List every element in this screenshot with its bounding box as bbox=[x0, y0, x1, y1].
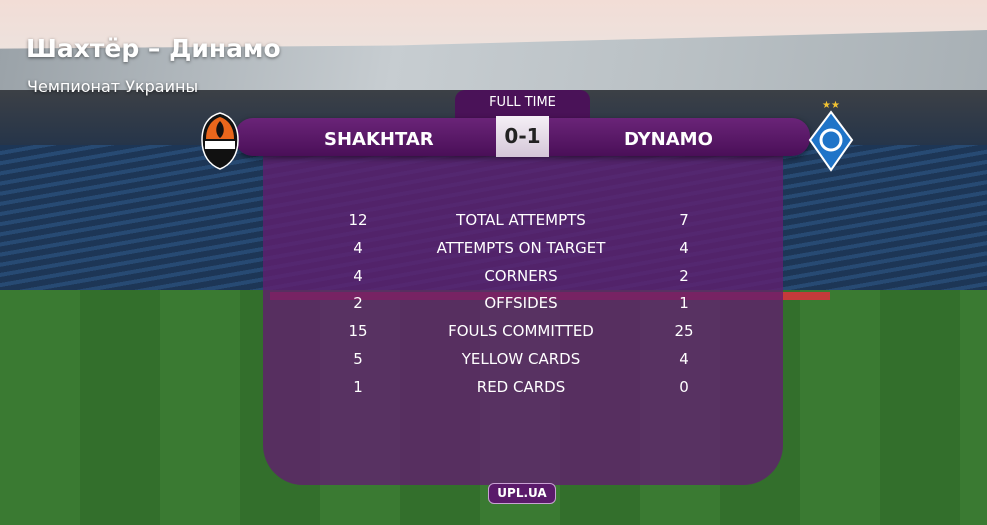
home-team-name: SHAKHTAR bbox=[324, 129, 434, 150]
home-value: 5 bbox=[353, 350, 363, 368]
stat-label: FOULS COMMITTED bbox=[448, 322, 594, 341]
stat-label: ATTEMPTS ON TARGET bbox=[436, 238, 606, 257]
dynamo-crest-icon: ★★ bbox=[808, 100, 854, 172]
competition-name: Чемпионат Украины bbox=[27, 77, 199, 96]
away-value: 1 bbox=[679, 294, 689, 313]
home-value: 2 bbox=[353, 294, 363, 313]
stat-row: 15 FOULS COMMITTED 25 bbox=[263, 322, 783, 346]
match-status: FULL TIME bbox=[455, 90, 590, 120]
svg-text:★★: ★★ bbox=[822, 100, 840, 111]
stat-label: RED CARDS bbox=[476, 377, 566, 396]
stat-row: 4 ATTEMPTS ON TARGET 4 bbox=[263, 239, 783, 263]
stat-label: YELLOW CARDS bbox=[461, 350, 581, 368]
stat-label: TOTAL ATTEMPTS bbox=[456, 211, 586, 229]
stat-row: 2 OFFSIDES 1 bbox=[263, 294, 783, 318]
away-value: 4 bbox=[679, 350, 689, 368]
away-value: 2 bbox=[679, 266, 689, 285]
stat-row: 4 CORNERS 2 bbox=[263, 267, 783, 291]
stat-label: OFFSIDES bbox=[484, 294, 558, 313]
away-value: 25 bbox=[674, 322, 694, 341]
shakhtar-crest-icon bbox=[201, 112, 239, 170]
away-value: 7 bbox=[679, 211, 689, 229]
stat-row: 1 RED CARDS 0 bbox=[263, 378, 783, 402]
away-value: 4 bbox=[679, 238, 689, 257]
away-team-name: DYNAMO bbox=[624, 129, 713, 150]
away-value: 0 bbox=[679, 377, 689, 396]
stats-panel bbox=[263, 150, 783, 485]
home-value: 15 bbox=[348, 322, 368, 341]
upl-brand-badge: UPL.UA bbox=[488, 483, 556, 504]
score: 0-1 bbox=[496, 116, 549, 157]
home-value: 1 bbox=[353, 377, 363, 396]
stat-row: 12 TOTAL ATTEMPTS 7 bbox=[263, 211, 783, 235]
home-value: 4 bbox=[353, 238, 363, 257]
home-value: 12 bbox=[348, 211, 368, 229]
home-value: 4 bbox=[353, 266, 363, 285]
stat-label: CORNERS bbox=[484, 266, 558, 285]
stat-row: 5 YELLOW CARDS 4 bbox=[263, 350, 783, 374]
match-title: Шахтёр – Динамо bbox=[26, 34, 281, 63]
